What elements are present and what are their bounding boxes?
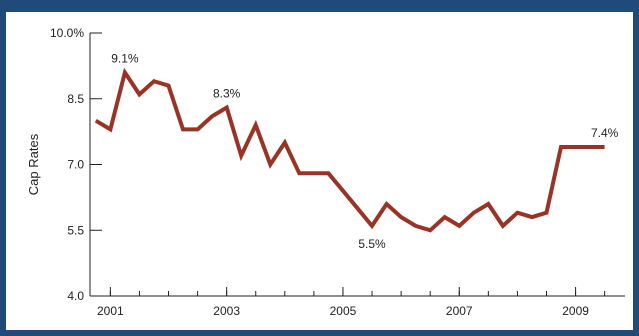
- y-axis: 4.0 5.5 7.0 8.5 10.0%: [50, 26, 102, 303]
- y-tick-label: 10.0%: [50, 26, 84, 40]
- x-tick-label: 2005: [330, 304, 357, 318]
- data-label: 8.3%: [213, 87, 241, 101]
- y-tick-label: 4.0: [67, 289, 84, 303]
- y-tick-label: 5.5: [67, 223, 84, 237]
- data-label: 9.1%: [111, 51, 139, 65]
- annotation-group: 9.1% 8.3% 5.5% 7.4%: [111, 51, 618, 250]
- x-tick-label: 2001: [97, 304, 124, 318]
- y-tick-label: 8.5: [67, 92, 84, 106]
- y-axis-title: Cap Rates: [26, 133, 41, 195]
- y-tick-label: 7.0: [67, 158, 84, 172]
- x-axis: 2001 2003 2005 2007 2009: [90, 287, 625, 318]
- x-tick-label: 2007: [446, 304, 473, 318]
- series-group: [94, 67, 605, 233]
- x-tick-label: 2009: [562, 304, 589, 318]
- data-label: 5.5%: [358, 237, 386, 251]
- x-tick-label: 2003: [213, 304, 240, 318]
- series-line: [94, 67, 605, 233]
- data-label: 7.4%: [591, 126, 619, 140]
